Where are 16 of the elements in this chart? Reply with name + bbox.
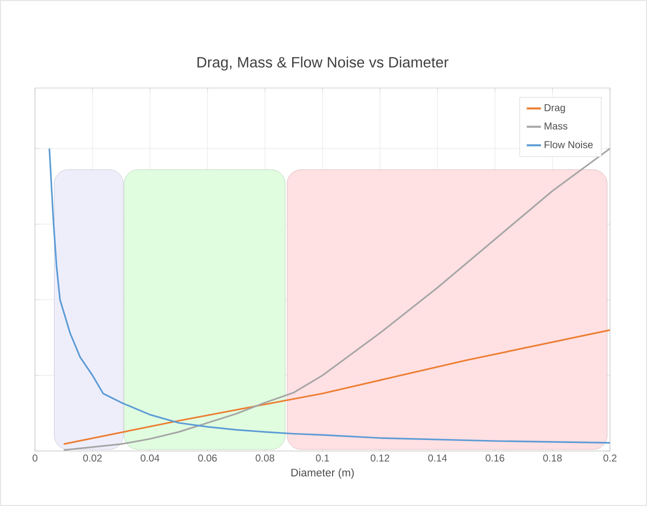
x-tick-label: 0.16 <box>486 454 504 462</box>
x-tick-label: 0.08 <box>256 454 274 462</box>
x-tick-label: 0.1 <box>316 454 329 462</box>
x-tick-label: 0.06 <box>198 454 217 462</box>
chart-title: Drag, Mass & Flow Noise vs Diameter <box>197 56 448 70</box>
x-tick-label: 0.18 <box>543 454 562 462</box>
legend-label: Drag <box>544 104 565 114</box>
x-axis-title: Diameter (m) <box>291 468 354 479</box>
legend-label: Flow Noise <box>544 140 593 148</box>
x-tick-label: 0.14 <box>428 454 447 462</box>
x-tick-label: 0.12 <box>370 454 390 462</box>
x-tick-label: 0.2 <box>603 454 616 462</box>
x-tick-label: 0.04 <box>140 454 160 462</box>
x-tick-label: 0 <box>32 454 38 462</box>
legend-label: Mass <box>544 122 568 130</box>
x-tick-label: 0.02 <box>83 454 102 462</box>
